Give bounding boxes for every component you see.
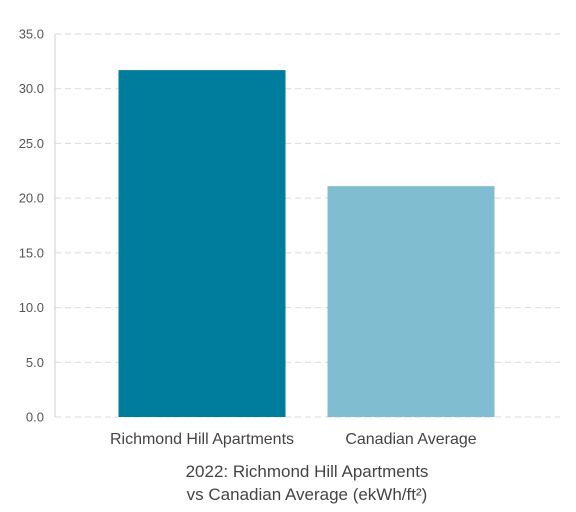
chart-title-line-1: 2022: Richmond Hill Apartments <box>186 462 429 481</box>
bars <box>118 70 495 418</box>
y-tick-label: 25.0 <box>19 136 44 151</box>
y-axis-ticks: 0.0 5.0 10.0 15.0 20.0 25.0 30.0 35.0 <box>19 27 44 425</box>
y-tick-label: 15.0 <box>19 245 44 260</box>
y-tick-label: 0.0 <box>26 410 44 425</box>
x-category-label: Richmond Hill Apartments <box>110 431 294 448</box>
y-tick-label: 20.0 <box>19 191 44 206</box>
bar-richmond-hill-apartments <box>118 70 286 418</box>
y-tick-label: 5.0 <box>26 355 44 370</box>
x-category-label: Canadian Average <box>345 431 476 448</box>
x-axis-categories: Richmond Hill Apartments Canadian Average <box>110 431 477 448</box>
chart-title-line-2: vs Canadian Average (ekWh/ft²) <box>187 485 428 504</box>
y-tick-label: 30.0 <box>19 81 44 96</box>
y-tick-label: 10.0 <box>19 300 44 315</box>
y-tick-label: 35.0 <box>19 27 44 42</box>
bar-canadian-average <box>327 186 495 417</box>
